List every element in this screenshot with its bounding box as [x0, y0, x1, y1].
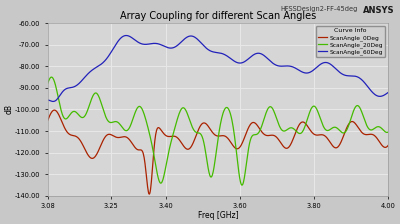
ScanAngle_60Deg: [46, 99, 50, 101]
ScanAngle_20Deg: [304, 119, 309, 122]
X-axis label: Freq [GHz]: Freq [GHz]: [198, 211, 238, 220]
ScanAngle_20Deg: [67, 114, 72, 117]
ScanAngle_60Deg: [386, 91, 391, 94]
ScanAngle_20Deg: [49, 76, 54, 78]
ScanAngle_0Deg: [340, 138, 344, 141]
ScanAngle_0Deg: [244, 131, 249, 134]
ScanAngle_0Deg: [386, 144, 391, 146]
ScanAngle_60Deg: [67, 86, 72, 89]
ScanAngle_60Deg: [244, 59, 249, 62]
ScanAngle_20Deg: [253, 133, 258, 136]
ScanAngle_20Deg: [263, 113, 268, 115]
ScanAngle_0Deg: [46, 119, 50, 122]
ScanAngle_20Deg: [240, 184, 244, 186]
ScanAngle_0Deg: [253, 122, 258, 125]
Title: Array Coupling for different Scan Angles: Array Coupling for different Scan Angles: [120, 11, 316, 21]
ScanAngle_60Deg: [50, 100, 55, 103]
Line: ScanAngle_20Deg: ScanAngle_20Deg: [48, 77, 388, 185]
Legend: ScanAngle_0Deg, ScanAngle_20Deg, ScanAngle_60Deg: ScanAngle_0Deg, ScanAngle_20Deg, ScanAng…: [316, 26, 386, 57]
ScanAngle_60Deg: [124, 34, 129, 37]
ScanAngle_60Deg: [253, 52, 258, 55]
Line: ScanAngle_60Deg: ScanAngle_60Deg: [48, 36, 388, 101]
Line: ScanAngle_0Deg: ScanAngle_0Deg: [48, 110, 388, 194]
Y-axis label: dB: dB: [4, 104, 13, 114]
ScanAngle_0Deg: [147, 193, 152, 196]
Text: HFSSDesign2-FF-45deg: HFSSDesign2-FF-45deg: [280, 6, 357, 12]
ScanAngle_60Deg: [263, 56, 268, 58]
ScanAngle_0Deg: [263, 134, 268, 136]
ScanAngle_20Deg: [244, 162, 249, 164]
Text: ANSYS: ANSYS: [362, 6, 394, 15]
ScanAngle_60Deg: [304, 72, 309, 74]
ScanAngle_20Deg: [340, 131, 344, 134]
ScanAngle_0Deg: [52, 109, 57, 112]
ScanAngle_0Deg: [67, 133, 72, 135]
ScanAngle_20Deg: [46, 82, 50, 84]
ScanAngle_20Deg: [386, 131, 391, 133]
ScanAngle_60Deg: [340, 73, 344, 75]
ScanAngle_0Deg: [304, 124, 309, 127]
